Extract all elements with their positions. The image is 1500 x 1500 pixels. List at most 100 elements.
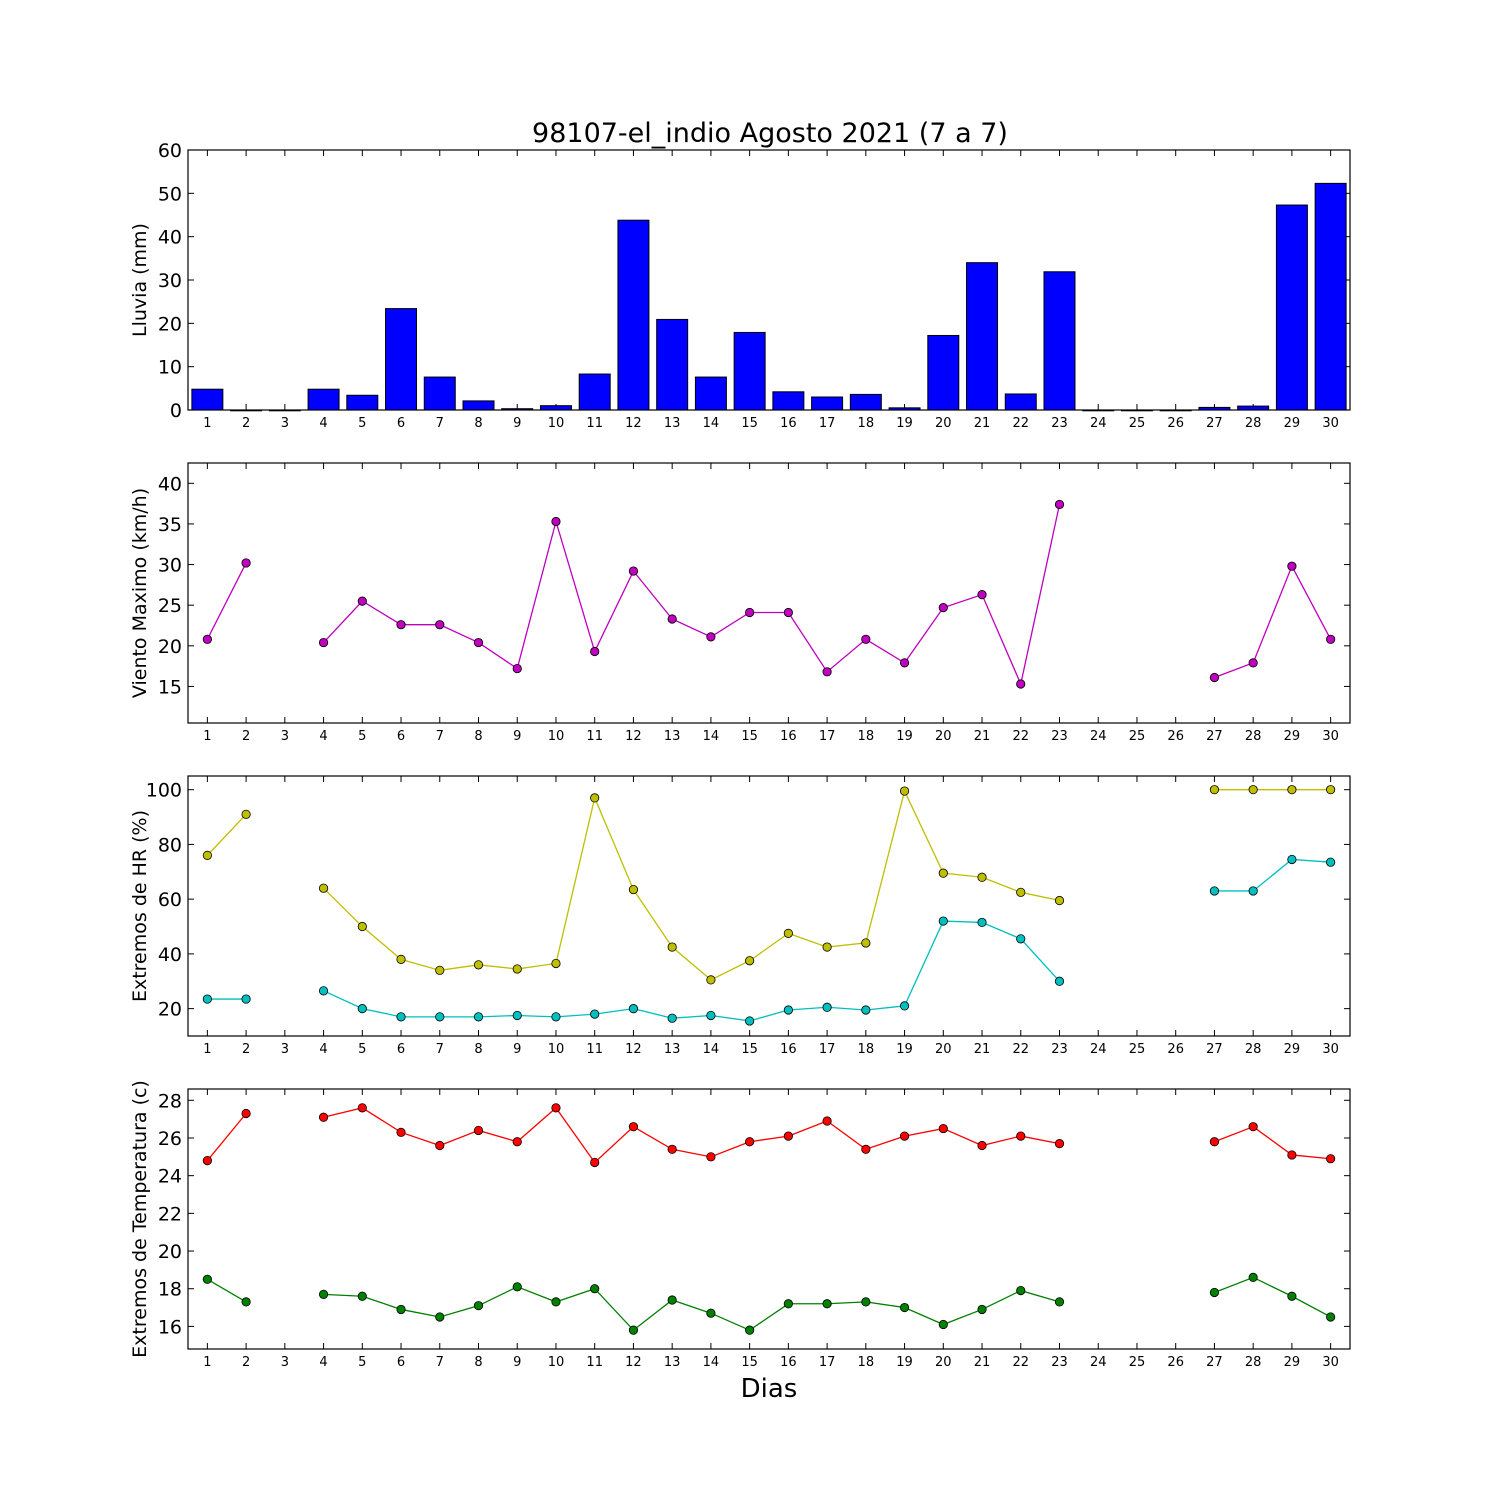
wind-xtick-label: 23 xyxy=(1051,729,1068,744)
rain-ytick-label: 10 xyxy=(158,357,182,379)
temperature-series-t_max-point xyxy=(396,1127,406,1137)
humidity-series-hr_max-point xyxy=(977,872,987,882)
humidity-xtick-label: 18 xyxy=(858,1042,875,1057)
wind-xtick-label: 17 xyxy=(819,729,836,744)
rain-ytick-label: 40 xyxy=(158,227,182,249)
wind-series-wind-point xyxy=(745,607,755,618)
humidity-series-hr_min-point xyxy=(473,1012,484,1022)
humidity-xtick-label: 10 xyxy=(548,1042,565,1057)
humidity-series-hr_min-point xyxy=(318,986,329,996)
wind-xtick-label: 14 xyxy=(703,729,720,744)
temperature-xtick-label: 30 xyxy=(1322,1355,1339,1370)
temperature-xtick-label: 16 xyxy=(780,1355,797,1370)
temperature-series-t_max-point xyxy=(1248,1122,1258,1132)
rain-xtick-label: 9 xyxy=(513,416,521,431)
wind-series-wind-point xyxy=(590,646,600,657)
temperature-series-t_min-point xyxy=(1248,1272,1258,1283)
humidity-series-hr_max-point xyxy=(1326,785,1336,795)
wind-xtick-label: 5 xyxy=(358,729,366,744)
rain-bar xyxy=(1004,393,1037,411)
wind-series-wind-point xyxy=(435,620,445,630)
wind-ytick-label: 20 xyxy=(158,636,182,658)
humidity-series-hr_min-point xyxy=(357,1004,367,1014)
humidity-xtick-label: 2 xyxy=(242,1042,250,1057)
temperature-ytick-label: 28 xyxy=(158,1090,182,1112)
humidity-series-hr_min-point xyxy=(938,916,948,926)
humidity-series-hr_min-point xyxy=(396,1012,406,1022)
humidity-series-hr_min-point xyxy=(783,1005,793,1015)
humidity-series-hr_min-point xyxy=(1016,934,1026,944)
temperature-xtick-label: 27 xyxy=(1206,1355,1223,1370)
temperature-series-t_min-point xyxy=(202,1274,212,1284)
rain-ytick-label: 50 xyxy=(158,183,182,205)
humidity-series-hr_max-point xyxy=(861,938,871,948)
humidity-frame xyxy=(187,775,1351,1037)
humidity-series-hr_max-point xyxy=(938,868,948,878)
temperature-series-t_max-point xyxy=(1326,1154,1336,1164)
humidity-series-hr_min-point xyxy=(628,1004,639,1014)
humidity-series-hr_max-point xyxy=(1248,785,1258,795)
temperature-series-t_min-point xyxy=(396,1304,406,1315)
humidity-series-hr_max-point xyxy=(1054,895,1065,906)
temperature-xtick-label: 24 xyxy=(1090,1355,1107,1370)
rain-xtick-label: 4 xyxy=(319,416,327,431)
rain-ytick-label: 20 xyxy=(158,313,182,335)
wind-xtick-label: 7 xyxy=(436,729,444,744)
temperature-xtick-label: 1 xyxy=(203,1355,211,1370)
temperature-series-t_min-point xyxy=(861,1297,871,1307)
x-axis-label: Dias xyxy=(741,1374,798,1404)
rain-xtick-label: 26 xyxy=(1167,416,1184,431)
temperature-series-t_min-point xyxy=(667,1295,677,1305)
humidity-xtick-label: 21 xyxy=(974,1042,991,1057)
temperature-xtick-label: 28 xyxy=(1245,1355,1262,1370)
temperature-series-t_min-point xyxy=(977,1304,987,1315)
rain-bar xyxy=(1275,204,1308,411)
wind-series-wind-point xyxy=(977,590,987,600)
rain-bar xyxy=(694,376,727,411)
wind-series-wind-point xyxy=(706,632,716,642)
temperature-xtick-label: 9 xyxy=(513,1355,521,1370)
rain-bar xyxy=(1043,271,1076,411)
temperature-series-t_min-line xyxy=(323,1286,1060,1332)
wind-xtick-label: 16 xyxy=(780,729,797,744)
temperature-series-t_min-point xyxy=(1209,1287,1220,1298)
temperature-series-t_max-point xyxy=(745,1137,755,1147)
rain-ytick-label: 0 xyxy=(170,400,182,422)
humidity-xtick-label: 16 xyxy=(780,1042,797,1057)
wind-series-wind-point xyxy=(861,634,871,644)
humidity-series-hr_max-point xyxy=(202,850,212,860)
temperature-series-t_max-point xyxy=(357,1103,367,1113)
humidity-xtick-label: 28 xyxy=(1245,1042,1262,1057)
rain-bar xyxy=(423,376,456,411)
rain-bar xyxy=(656,318,689,411)
wind-xtick-label: 21 xyxy=(974,729,991,744)
temperature-xtick-label: 26 xyxy=(1167,1355,1184,1370)
wind-series-wind-line xyxy=(323,504,1061,687)
wind-ytick-label: 15 xyxy=(158,676,182,698)
humidity-xtick-label: 4 xyxy=(319,1042,327,1057)
humidity-xtick-label: 24 xyxy=(1090,1042,1107,1057)
humidity-series-hr_min-point xyxy=(551,1012,561,1022)
humidity-xtick-label: 14 xyxy=(703,1042,720,1057)
rain-xtick-label: 5 xyxy=(358,416,366,431)
temperature-series-t_max-point xyxy=(512,1137,522,1147)
temperature-series-t_min-point xyxy=(551,1297,561,1307)
humidity-xtick-label: 22 xyxy=(1012,1042,1029,1057)
temperature-series-t_max-point xyxy=(899,1131,910,1141)
humidity-series-hr_max-line xyxy=(206,813,247,856)
rain-bar xyxy=(927,334,960,411)
rain-bar xyxy=(191,388,224,411)
rain-frame xyxy=(187,149,1351,411)
wind-series-wind-point xyxy=(822,667,832,677)
temperature-series-t_max-point xyxy=(628,1122,639,1132)
temperature-series-t_max-line xyxy=(1214,1125,1331,1160)
rain-bar xyxy=(811,396,844,411)
temperature-series-t_min-point xyxy=(318,1289,329,1299)
temperature-series-t_max-point xyxy=(1054,1139,1065,1149)
temperature-xtick-label: 14 xyxy=(703,1355,720,1370)
temperature-series-t_min-point xyxy=(783,1299,793,1309)
temperature-series-t_min-point xyxy=(1287,1291,1297,1301)
